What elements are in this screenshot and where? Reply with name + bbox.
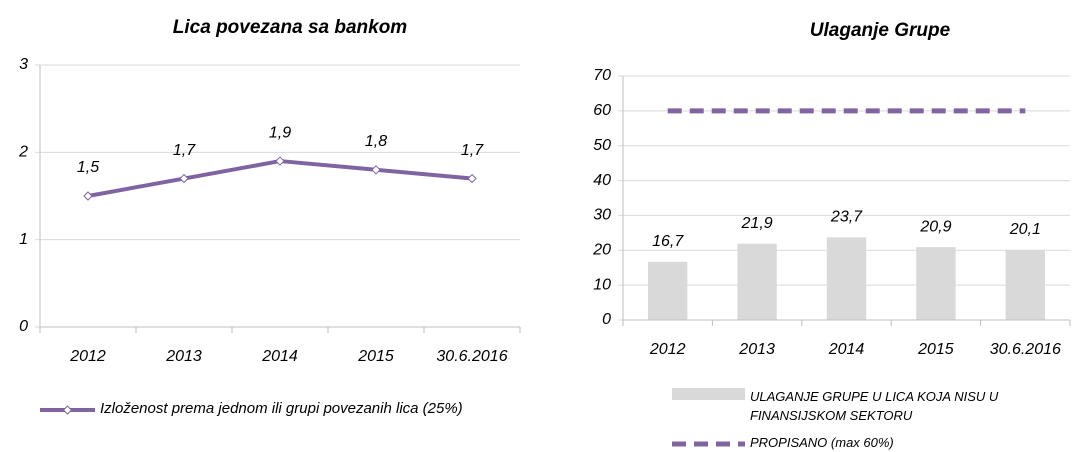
y-tick-label: 2 (18, 144, 28, 161)
chart-title: Lica povezana sa bankom (173, 17, 408, 38)
point (371, 165, 381, 175)
bar (1005, 249, 1045, 320)
x-tick-label: 30.6.2016 (990, 341, 1061, 358)
data-label: 1,7 (461, 142, 484, 159)
bar (826, 237, 867, 320)
data-label: 1,9 (269, 124, 291, 141)
legend-marker (62, 405, 73, 415)
x-tick-label: 2015 (357, 348, 394, 365)
x-tick-label: 2013 (165, 348, 202, 365)
y-tick-label: 60 (593, 102, 611, 119)
y-tick-label: 70 (593, 67, 611, 84)
legend-label: ULAGANJE GRUPE U LICA KOJA NISU U FINANS… (750, 389, 999, 423)
point (467, 173, 477, 184)
legend-label: Izloženost prema jednom ili grupi poveza… (100, 400, 463, 417)
y-tick-label: 1 (19, 231, 28, 248)
point (275, 156, 285, 166)
data-label: 21,9 (741, 215, 773, 232)
y-tick-label: 3 (19, 56, 28, 73)
y-tick-label: 50 (593, 137, 611, 154)
point (83, 191, 93, 201)
legend-label: PROPISANO (max 60%) (750, 435, 894, 450)
y-tick-label: 20 (592, 242, 611, 259)
x-tick-label: 2014 (828, 341, 865, 358)
x-tick-label: 2012 (649, 341, 686, 358)
x-tick-label: 30.6.2016 (436, 348, 507, 365)
x-tick-label: 2014 (261, 348, 298, 365)
y-tick-label: 0 (19, 318, 28, 335)
line (87, 159, 473, 198)
data-label: 20,1 (1009, 221, 1041, 238)
x-tick-label: 2013 (738, 341, 775, 358)
data-label: 1,7 (173, 142, 196, 159)
data-label: 16,7 (652, 233, 684, 250)
data-label: 1,8 (365, 133, 387, 150)
bar (916, 247, 956, 320)
x-tick-label: 2012 (69, 348, 106, 365)
y-tick-label: 0 (602, 311, 611, 328)
legend-swatch (672, 388, 745, 400)
chart-title: Ulaganje Grupe (810, 20, 951, 41)
data-label: 1,5 (77, 159, 99, 176)
bar (648, 261, 688, 320)
y-tick-label: 40 (593, 172, 611, 189)
y-tick-label: 10 (593, 276, 611, 293)
point (179, 173, 189, 184)
x-tick-label: 2015 (917, 341, 954, 358)
bar (737, 243, 777, 320)
data-label: 20,9 (919, 218, 951, 235)
y-tick-label: 30 (593, 207, 611, 224)
data-label: 23,7 (830, 209, 863, 226)
